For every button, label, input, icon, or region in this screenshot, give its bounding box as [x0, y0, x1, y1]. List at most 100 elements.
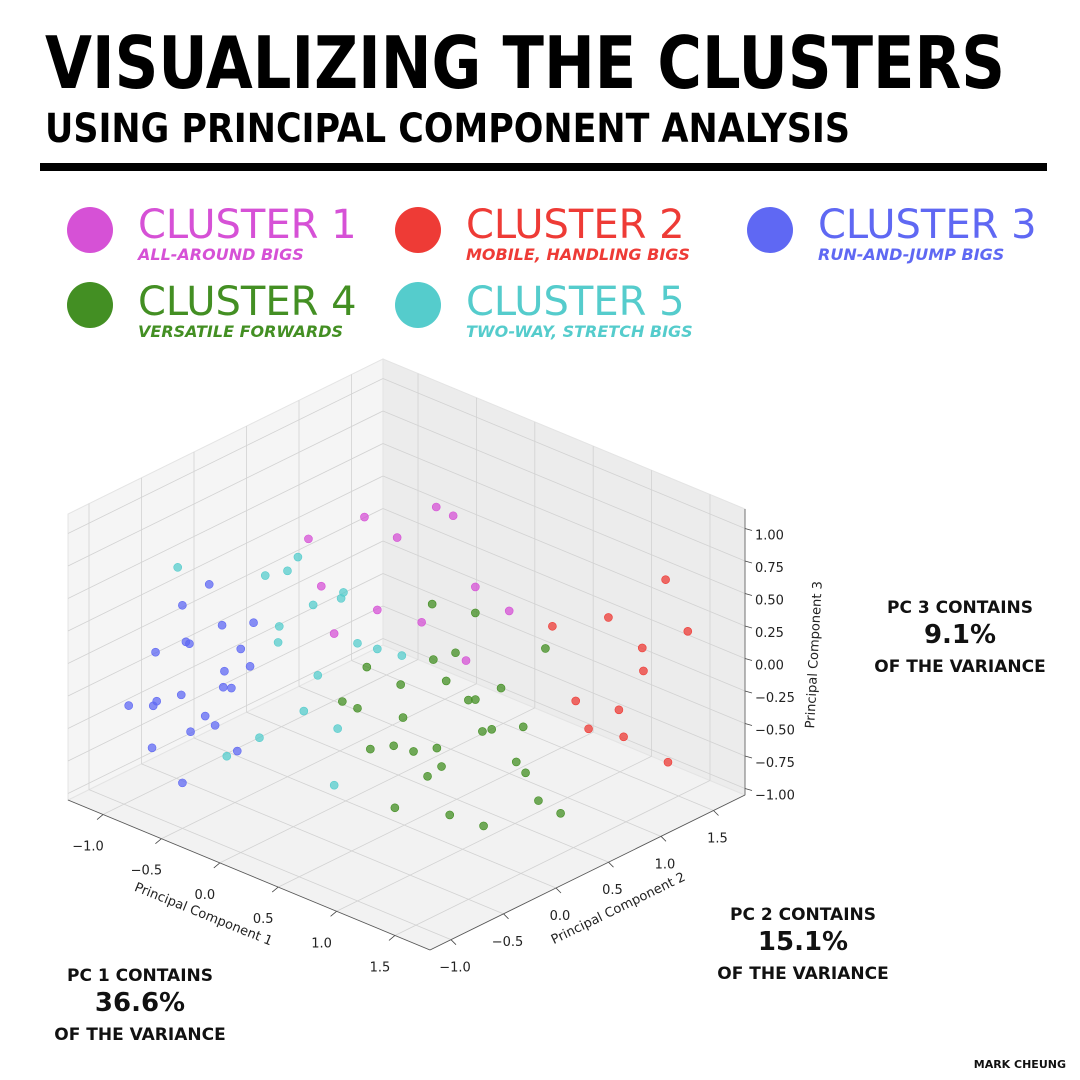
variance-note: PC 1 CONTAINS: [67, 966, 213, 986]
legend-description: MOBILE, HANDLING BIGS: [466, 245, 690, 264]
variance-note: OF THE VARIANCE: [54, 1025, 225, 1045]
title: VISUALIZING THE CLUSTERS: [45, 21, 1005, 105]
divider: [40, 163, 1047, 171]
z-tick-label: −1.00: [755, 789, 795, 804]
grid-line: [394, 780, 711, 936]
grid-line: [67, 508, 384, 664]
grid-line: [278, 731, 594, 888]
grid-line: [246, 711, 609, 863]
point: [147, 743, 157, 753]
point: [329, 780, 339, 790]
z-tick-label: 0.50: [755, 594, 784, 609]
point: [471, 582, 480, 592]
point: [316, 581, 326, 591]
point: [362, 662, 372, 672]
point: [338, 697, 347, 706]
tick-mark: [213, 862, 221, 869]
point: [661, 575, 670, 584]
x-tick-label: −0.5: [131, 864, 163, 879]
point: [186, 727, 195, 736]
point: [366, 744, 375, 754]
point: [429, 655, 438, 664]
point: [236, 644, 246, 654]
point: [353, 638, 362, 648]
z-tick-label: −0.25: [755, 691, 795, 706]
axis-line: [67, 799, 431, 951]
point: [534, 796, 543, 805]
grid-line: [67, 475, 384, 632]
legend-marker: [747, 207, 793, 253]
point: [353, 703, 362, 713]
point: [427, 599, 437, 609]
grid-line: [382, 378, 746, 529]
z-tick-label: −0.50: [755, 724, 795, 739]
grid-line: [382, 638, 746, 789]
point: [521, 768, 530, 778]
point: [423, 771, 432, 781]
point: [283, 566, 292, 576]
grid-line: [336, 755, 652, 912]
point: [504, 606, 514, 616]
credit: MARK CHEUNG: [974, 1058, 1066, 1071]
y-tick-label: 1.5: [707, 832, 728, 847]
point: [584, 724, 593, 734]
point: [389, 741, 398, 751]
point: [313, 671, 323, 680]
point: [392, 533, 402, 542]
legend-label: CLUSTER 2: [466, 202, 685, 248]
point: [333, 724, 342, 733]
z-tick-label: 0.00: [755, 659, 784, 674]
point: [260, 571, 270, 580]
tick-mark: [388, 935, 396, 941]
point: [398, 713, 408, 722]
point: [478, 727, 487, 736]
point: [619, 732, 628, 742]
grid-line: [382, 573, 746, 724]
variance-note: OF THE VARIANCE: [874, 657, 1045, 677]
tick-mark: [744, 528, 753, 531]
point: [373, 644, 382, 654]
z-tick-label: 0.75: [755, 561, 784, 576]
legend-marker: [67, 282, 113, 328]
x-tick-label: 1.0: [311, 936, 332, 951]
subtitle: USING PRINCIPAL COMPONENT ANALYSIS: [45, 106, 850, 152]
point: [432, 743, 442, 753]
point: [409, 747, 418, 756]
point: [273, 638, 283, 647]
grid-line: [88, 789, 452, 941]
legend-marker: [67, 207, 113, 253]
point: [397, 651, 407, 660]
z-tick-label: 1.00: [755, 529, 784, 544]
tick-mark: [744, 755, 753, 759]
point: [541, 644, 550, 653]
point: [178, 600, 187, 610]
tick-mark: [744, 658, 753, 661]
point: [548, 621, 557, 631]
legend-description: RUN-AND-JUMP BIGS: [818, 245, 1004, 264]
tick-mark: [744, 788, 753, 791]
point: [293, 552, 303, 562]
y-tick-label: 0.0: [550, 909, 571, 924]
variance-note: PC 3 CONTAINS: [887, 598, 1033, 618]
point: [181, 637, 191, 647]
x-tick-label: 0.0: [194, 888, 215, 903]
y-tick-label: 0.5: [602, 883, 623, 898]
grid-line: [351, 660, 714, 811]
point: [663, 757, 673, 767]
tick-mark: [330, 910, 337, 917]
grid-line: [141, 763, 504, 915]
point: [571, 696, 581, 706]
point: [329, 629, 339, 638]
point: [148, 701, 158, 711]
point: [445, 810, 455, 820]
point: [471, 608, 480, 618]
variance-note: PC 2 CONTAINS: [730, 905, 876, 925]
tick-mark: [608, 861, 614, 868]
point: [336, 594, 346, 603]
legend-marker: [395, 282, 441, 328]
x-tick-label: 1.5: [370, 960, 391, 975]
grid-line: [67, 443, 384, 599]
point: [218, 682, 228, 692]
